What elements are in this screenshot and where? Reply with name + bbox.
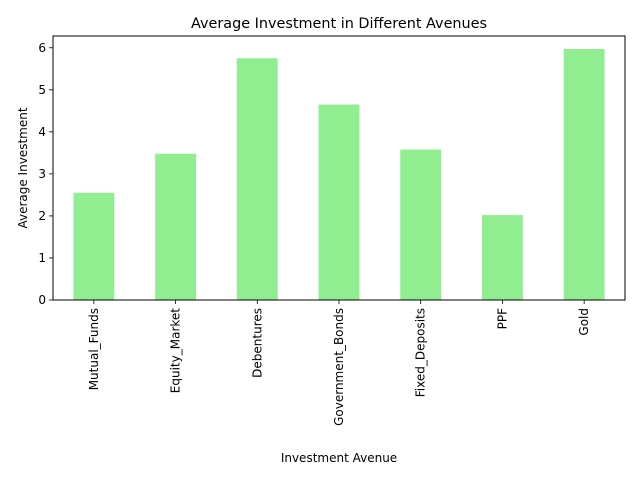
y-tick-label: 5: [38, 83, 46, 97]
x-axis-label: Investment Avenue: [281, 451, 397, 465]
x-tick-label: Mutual_Funds: [87, 308, 101, 390]
y-tick-label: 4: [38, 125, 46, 139]
x-tick-label: Fixed_Deposits: [414, 308, 428, 397]
bar-mutual-funds: [73, 192, 115, 300]
bar-equity-market: [155, 153, 196, 300]
bar-gold: [563, 49, 605, 301]
x-tick-label: PPF: [495, 308, 509, 329]
bar-government-bonds: [318, 104, 360, 300]
bar-fixed-deposits: [400, 149, 442, 300]
bar-debentures: [236, 58, 278, 300]
y-tick-label: 0: [38, 293, 46, 307]
y-axis: 0 1 2 3 4 5 6: [38, 41, 53, 307]
y-tick-label: 2: [38, 209, 46, 223]
x-tick-label: Equity_Market: [169, 308, 183, 393]
y-axis-label: Average Investment: [16, 107, 30, 228]
x-tick-label: Government_Bonds: [332, 308, 346, 426]
bar-ppf: [482, 215, 523, 300]
x-tick-label: Debentures: [250, 308, 264, 378]
x-tick-label: Gold: [577, 308, 591, 336]
y-tick-label: 6: [38, 41, 46, 55]
bars-group: [73, 49, 605, 301]
y-tick-label: 3: [38, 167, 46, 181]
chart-title: Average Investment in Different Avenues: [191, 16, 487, 32]
y-tick-label: 1: [38, 251, 46, 265]
x-axis: Mutual_Funds Equity_Market Debentures Gover…: [87, 300, 591, 426]
